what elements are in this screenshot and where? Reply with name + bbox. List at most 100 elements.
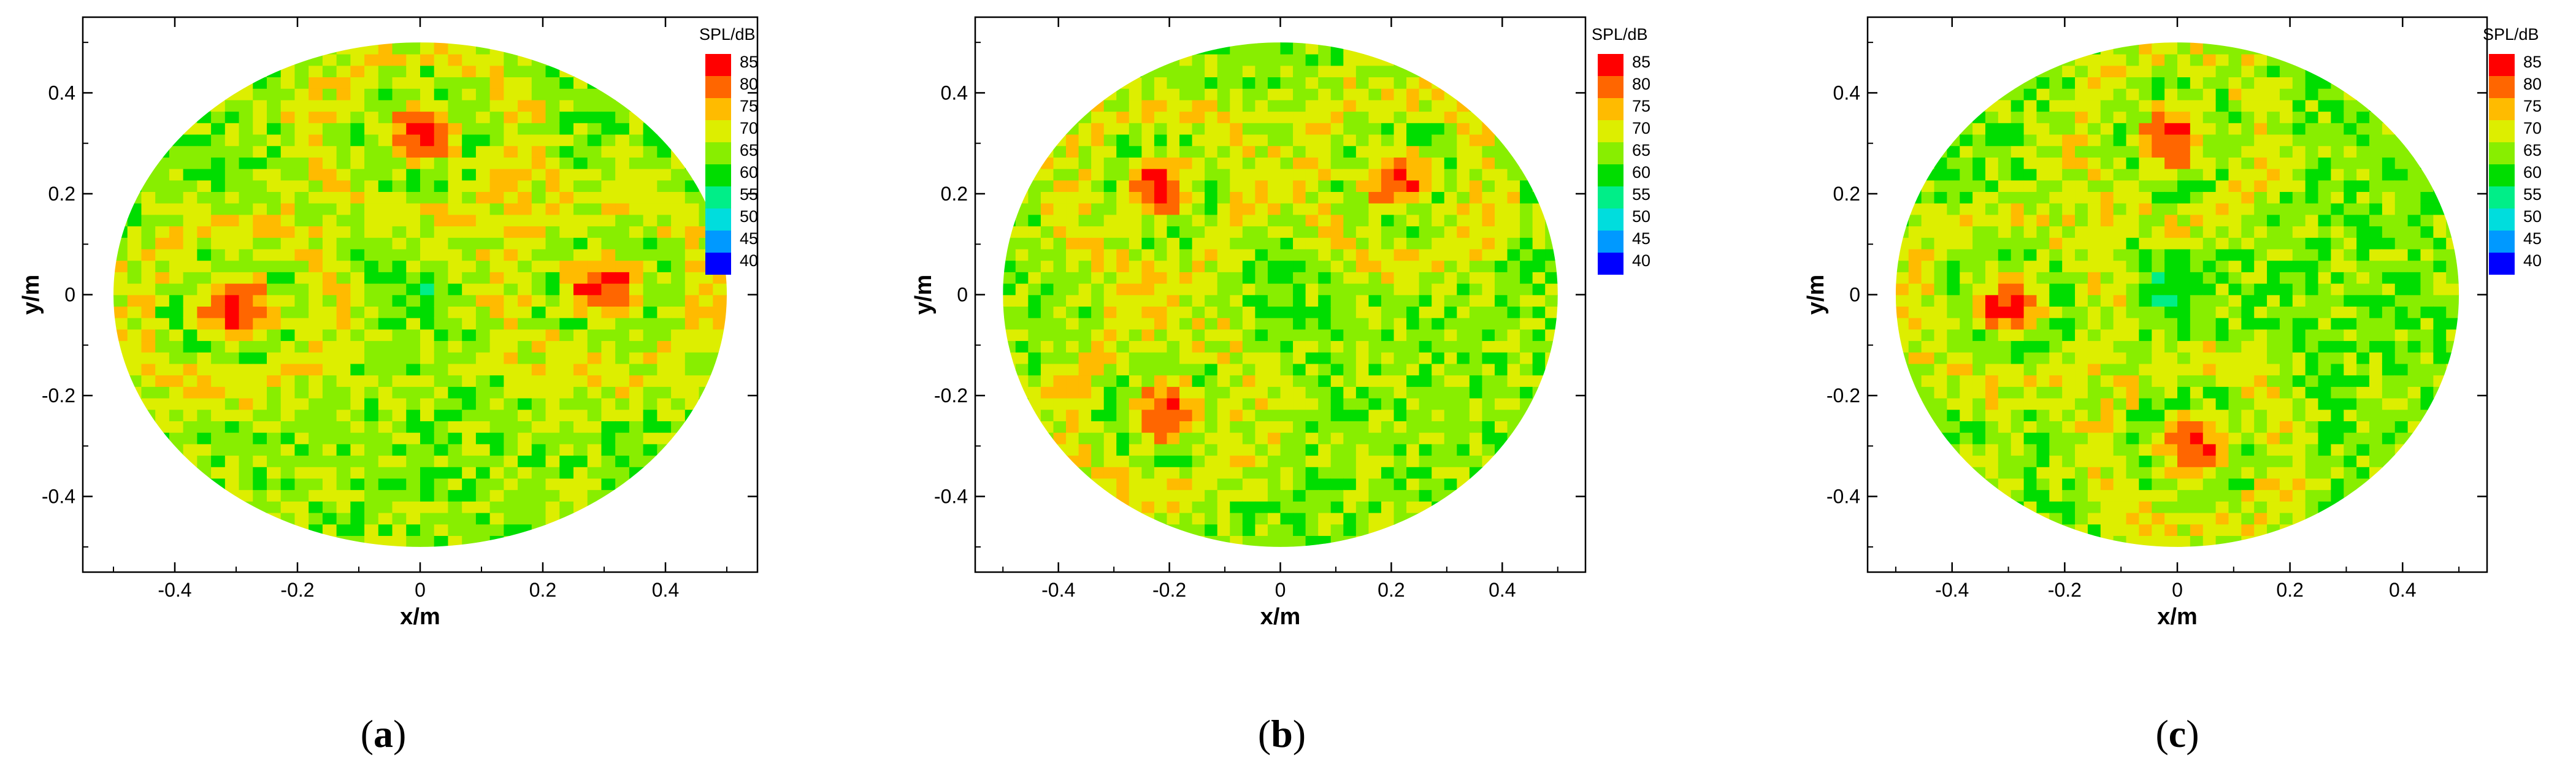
- contour-cell: [1129, 512, 1143, 525]
- contour-cell: [2331, 317, 2345, 330]
- contour-cell: [448, 535, 462, 547]
- contour-cell: [1406, 478, 1420, 491]
- contour-cell: [657, 168, 672, 181]
- contour-cell: [1255, 512, 1268, 525]
- contour-cell: [1355, 88, 1370, 101]
- contour-cell: [2215, 329, 2229, 342]
- contour-cell: [2356, 226, 2370, 238]
- contour-cell: [1457, 432, 1470, 445]
- contour-cell: [1972, 478, 1986, 491]
- contour-cell: [267, 409, 282, 421]
- contour-cell: [615, 363, 630, 376]
- contour-cell: [2049, 226, 2063, 238]
- contour-cell: [1217, 123, 1231, 135]
- contour-cell: [462, 466, 477, 479]
- contour-cell: [364, 237, 379, 250]
- contour-cell: [587, 478, 602, 491]
- contour-cell: [531, 512, 546, 525]
- contour-cell: [2036, 134, 2050, 147]
- contour-cell: [2241, 294, 2255, 307]
- contour-cell: [2087, 283, 2101, 296]
- contour-cell: [2228, 329, 2242, 342]
- contour-cell: [2279, 168, 2293, 181]
- contour-cell: [267, 432, 282, 445]
- contour-cell: [2292, 421, 2306, 433]
- contour-cell: [1998, 77, 2012, 89]
- contour-cell: [1507, 226, 1520, 238]
- contour-cell: [280, 65, 296, 78]
- contour-cell: [378, 260, 393, 272]
- contour-cell: [2164, 397, 2178, 410]
- contour-cell: [280, 306, 296, 318]
- contour-cell: [1003, 283, 1016, 296]
- contour-cell: [1129, 168, 1143, 181]
- contour-cell: [1494, 397, 1508, 410]
- contour-cell: [336, 329, 351, 342]
- contour-cell: [1242, 134, 1256, 147]
- contour-cell: [2279, 214, 2293, 227]
- contour-cell: [155, 168, 170, 181]
- contour-cell: [1393, 294, 1407, 307]
- contour-cell: [1205, 524, 1218, 536]
- contour-cell: [1985, 375, 1999, 387]
- contour-cell: [1305, 145, 1319, 158]
- contour-cell: [1457, 306, 1470, 318]
- contour-cell: [2049, 317, 2063, 330]
- contour-cell: [1318, 53, 1332, 66]
- contour-cell: [280, 248, 296, 261]
- contour-cell: [2318, 340, 2332, 353]
- contour-cell: [1280, 466, 1294, 479]
- contour-cell: [1192, 77, 1205, 89]
- contour-cell: [2087, 397, 2101, 410]
- contour-cell: [2241, 77, 2255, 89]
- contour-cell: [2139, 306, 2153, 318]
- contour-cell: [1255, 386, 1268, 399]
- contour-cell: [2228, 77, 2242, 89]
- contour-cell: [1141, 237, 1155, 250]
- contour-cell: [1205, 489, 1218, 502]
- contour-cell: [2279, 145, 2293, 158]
- contour-cell: [1280, 191, 1294, 204]
- contour-cell: [239, 202, 254, 215]
- contour-cell: [1028, 329, 1041, 342]
- contour-cell: [587, 260, 602, 272]
- contour-cell: [1267, 443, 1281, 456]
- legend-label: 85: [1632, 53, 1650, 71]
- contour-cell: [531, 306, 546, 318]
- contour-cell: [475, 375, 491, 387]
- contour-cell: [2254, 432, 2267, 445]
- contour-cell: [1205, 363, 1218, 376]
- contour-cell: [1154, 478, 1168, 491]
- contour-cell: [1091, 489, 1105, 502]
- contour-cell: [1217, 168, 1231, 181]
- contour-cell: [1406, 123, 1420, 135]
- contour-cell: [2190, 99, 2204, 112]
- contour-cell: [1040, 134, 1054, 147]
- contour-cell: [2164, 432, 2178, 445]
- contour-cell: [2087, 340, 2101, 353]
- contour-cell: [183, 329, 198, 342]
- contour-cell: [2139, 214, 2153, 227]
- contour-cell: [211, 386, 226, 399]
- contour-cell: [518, 99, 532, 112]
- contour-cell: [364, 168, 379, 181]
- contour-cell: [1457, 363, 1470, 376]
- contour-cell: [1393, 386, 1407, 399]
- contour-cell: [1419, 77, 1432, 89]
- contour-cell: [1305, 421, 1319, 433]
- contour-cell: [2433, 248, 2447, 261]
- contour-cell: [322, 306, 337, 318]
- contour-cell: [253, 134, 267, 147]
- contour-cell: [1003, 351, 1016, 364]
- contour-cell: [2139, 53, 2153, 66]
- contour-cell: [2049, 294, 2063, 307]
- contour-cell: [309, 443, 323, 456]
- contour-cell: [1192, 260, 1205, 272]
- contour-cell: [2356, 351, 2370, 364]
- contour-cell: [1494, 421, 1508, 433]
- contour-cell: [322, 421, 337, 433]
- contour-cell: [294, 260, 309, 272]
- contour-cell: [2087, 123, 2101, 135]
- contour-cell: [1947, 260, 1961, 272]
